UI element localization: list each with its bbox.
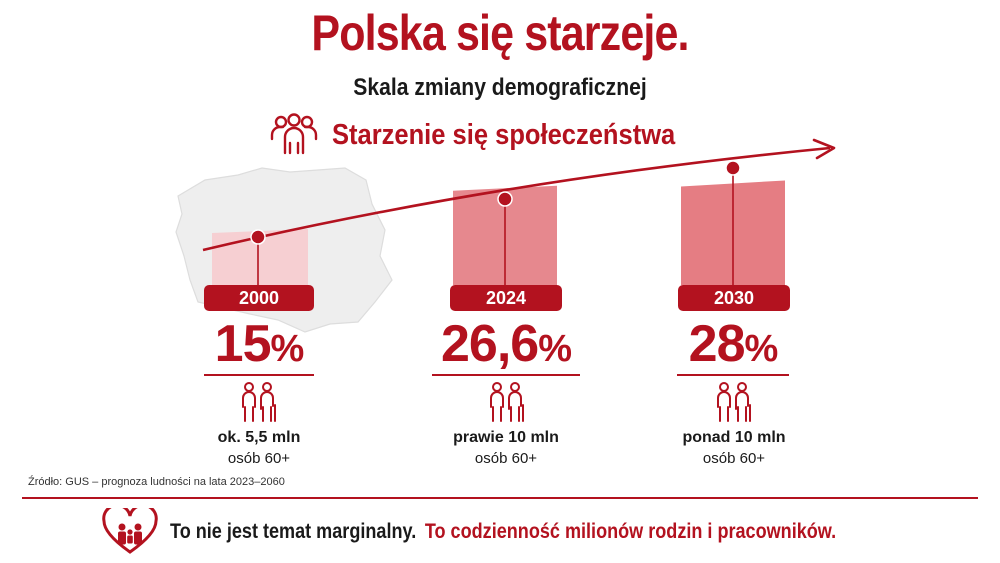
description-count: ok. 5,5 mln (217, 429, 301, 446)
source-note: Źródło: GUS – prognoza ludności na lata … (28, 476, 285, 488)
divider-2030 (677, 374, 789, 376)
percent-value-2024: 26,6% (426, 314, 586, 379)
footer-statement: To nie jest temat marginalny. (170, 520, 417, 543)
trend-arrow-line (202, 146, 831, 252)
year-badge-2030: 2030 (678, 285, 790, 311)
trend-arrowhead (812, 138, 836, 160)
section-header: Starzenie się społeczeństwa (268, 112, 722, 158)
footer-text: To nie jest temat marginalny. To codzien… (170, 520, 836, 544)
divider-2000 (204, 374, 314, 376)
heart-family-icon (102, 508, 158, 554)
percent-value-2000: 15% (194, 314, 324, 379)
elderly-couple-icon (242, 382, 276, 422)
elderly-couple-icon (717, 382, 751, 422)
elderly-couple-icon (490, 382, 524, 422)
description-count: ponad 10 mln (682, 429, 786, 446)
description-count: prawie 10 mln (453, 429, 559, 446)
footer-divider (22, 497, 978, 499)
description-group: osób 60+ (474, 450, 538, 467)
percent-number: 28 (688, 315, 746, 373)
percent-sign: % (744, 328, 779, 370)
percent-number: 26,6 (440, 315, 539, 373)
description-2024: prawie 10 mln osób 60+ (421, 427, 591, 469)
description-2030: ponad 10 mln osób 60+ (649, 427, 819, 469)
percent-value-2030: 28% (668, 314, 798, 379)
description-group: osób 60+ (702, 450, 766, 467)
percent-number: 15 (214, 315, 272, 373)
description-group: osób 60+ (227, 450, 291, 467)
year-badge-2000: 2000 (204, 285, 314, 311)
page-subtitle: Skala zmiany demograficznej (353, 74, 647, 101)
percent-sign: % (538, 328, 572, 370)
divider-2024 (432, 374, 580, 376)
page-title: Polska się starzeje. (311, 5, 689, 61)
marker-dot-2024 (497, 191, 513, 207)
section-title: Starzenie się społeczeństwa (332, 118, 676, 151)
marker-dot-2000 (250, 229, 266, 245)
description-2000: ok. 5,5 mln osób 60+ (174, 427, 344, 469)
footer-emphasis: To codzienność milionów rodzin i pracown… (424, 520, 837, 543)
marker-dot-2030 (725, 160, 741, 176)
group-people-icon (270, 113, 318, 155)
year-badge-2024: 2024 (450, 285, 562, 311)
percent-sign: % (270, 328, 305, 370)
footer: To nie jest temat marginalny. To codzien… (102, 507, 945, 557)
